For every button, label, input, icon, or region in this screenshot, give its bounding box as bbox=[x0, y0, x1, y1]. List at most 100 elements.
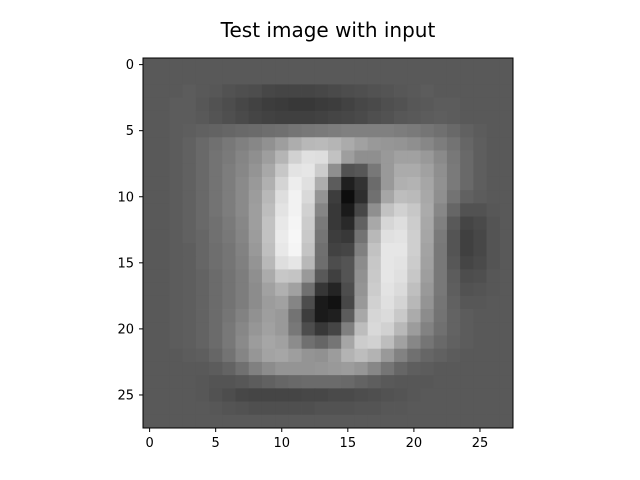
heatmap-cell bbox=[235, 190, 250, 204]
heatmap-cell bbox=[407, 137, 421, 151]
heatmap-cell bbox=[222, 256, 236, 270]
heatmap-cell bbox=[143, 414, 157, 429]
heatmap-cell bbox=[394, 110, 408, 125]
heatmap-cell bbox=[367, 256, 382, 270]
heatmap-cell bbox=[314, 58, 329, 72]
heatmap-cell bbox=[420, 282, 435, 297]
heatmap-cell bbox=[143, 124, 157, 138]
heatmap-cell bbox=[314, 71, 329, 85]
heatmap-cell bbox=[367, 335, 382, 350]
heatmap-cell bbox=[156, 216, 170, 231]
heatmap-cell bbox=[460, 335, 474, 350]
heatmap-cell bbox=[248, 361, 263, 376]
heatmap-cell bbox=[222, 71, 236, 85]
heatmap-cell bbox=[446, 71, 461, 85]
heatmap-cell bbox=[486, 150, 501, 165]
heatmap-cell bbox=[301, 388, 316, 402]
heatmap-cell bbox=[446, 124, 461, 138]
heatmap-cell bbox=[222, 401, 236, 416]
heatmap-cell bbox=[367, 295, 382, 310]
heatmap-cell bbox=[195, 361, 210, 376]
heatmap-cell bbox=[235, 176, 250, 191]
heatmap-cell bbox=[261, 375, 276, 389]
heatmap-cell bbox=[420, 309, 435, 323]
heatmap-cell bbox=[354, 97, 369, 112]
heatmap-cell bbox=[248, 84, 263, 99]
heatmap-cell bbox=[486, 137, 501, 151]
heatmap-cell bbox=[380, 335, 395, 350]
heatmap-cell bbox=[486, 163, 501, 178]
heatmap-cell bbox=[314, 124, 329, 138]
plot-frame bbox=[142, 57, 514, 429]
heatmap-cell bbox=[169, 388, 184, 402]
heatmap-cell bbox=[394, 361, 408, 376]
heatmap-cell bbox=[314, 309, 329, 323]
heatmap-cell bbox=[261, 335, 276, 350]
heatmap-cell bbox=[341, 348, 355, 363]
heatmap-cell bbox=[261, 190, 276, 204]
heatmap-cell bbox=[209, 176, 223, 191]
heatmap-cell bbox=[433, 401, 448, 416]
heatmap-cell bbox=[328, 110, 342, 125]
heatmap-cell bbox=[354, 137, 369, 151]
heatmap-cell bbox=[209, 124, 223, 138]
heatmap-cell bbox=[380, 348, 395, 363]
heatmap-cell bbox=[433, 110, 448, 125]
heatmap-cell bbox=[341, 322, 355, 336]
heatmap-cell bbox=[460, 309, 474, 323]
heatmap-cell bbox=[156, 190, 170, 204]
heatmap-cell bbox=[235, 348, 250, 363]
heatmap-cell bbox=[143, 84, 157, 99]
heatmap-cell bbox=[235, 295, 250, 310]
heatmap-cell bbox=[169, 256, 184, 270]
heatmap-cell bbox=[301, 335, 316, 350]
heatmap-cell bbox=[407, 229, 421, 244]
heatmap-cell bbox=[446, 58, 461, 72]
heatmap-cell bbox=[314, 335, 329, 350]
heatmap-cell bbox=[169, 150, 184, 165]
heatmap-cell bbox=[314, 361, 329, 376]
heatmap-cell bbox=[394, 176, 408, 191]
heatmap-cell bbox=[195, 256, 210, 270]
heatmap-cell bbox=[209, 84, 223, 99]
heatmap-cell bbox=[301, 282, 316, 297]
heatmap-cell bbox=[380, 388, 395, 402]
x-axis: 0 5 10 15 20 25 bbox=[145, 428, 488, 451]
heatmap-cell bbox=[460, 269, 474, 284]
heatmap-cell bbox=[394, 58, 408, 72]
heatmap-cell bbox=[433, 282, 448, 297]
heatmap-cell bbox=[367, 375, 382, 389]
heatmap-cell bbox=[420, 295, 435, 310]
heatmap-cell bbox=[248, 110, 263, 125]
heatmap-cell bbox=[182, 269, 197, 284]
heatmap-cell bbox=[248, 124, 263, 138]
heatmap-cell bbox=[380, 256, 395, 270]
heatmap-cell bbox=[354, 322, 369, 336]
heatmap-cell bbox=[209, 282, 223, 297]
heatmap-cell bbox=[460, 295, 474, 310]
chart-title: Test image with input bbox=[220, 18, 436, 42]
heatmap-cell bbox=[354, 84, 369, 99]
heatmap-cell bbox=[156, 309, 170, 323]
heatmap-cell bbox=[380, 137, 395, 151]
heatmap-cell bbox=[367, 269, 382, 284]
heatmap-cell bbox=[433, 58, 448, 72]
heatmap-cell bbox=[407, 348, 421, 363]
heatmap-cell bbox=[169, 124, 184, 138]
heatmap-cell bbox=[288, 58, 302, 72]
heatmap-cell bbox=[209, 414, 223, 429]
heatmap-cell bbox=[328, 216, 342, 231]
heatmap-cell bbox=[407, 295, 421, 310]
heatmap-cell bbox=[156, 71, 170, 85]
heatmap-cell bbox=[486, 388, 501, 402]
heatmap-cell bbox=[394, 309, 408, 323]
heatmap-cell bbox=[156, 150, 170, 165]
heatmap-cell bbox=[460, 322, 474, 336]
heatmap-cell bbox=[499, 256, 514, 270]
heatmap-cell bbox=[301, 163, 316, 178]
heatmap-cell bbox=[195, 124, 210, 138]
y-tick-label: 20 bbox=[117, 322, 134, 337]
heatmap-cell bbox=[460, 97, 474, 112]
heatmap-cell bbox=[169, 110, 184, 125]
heatmap-cell bbox=[407, 190, 421, 204]
